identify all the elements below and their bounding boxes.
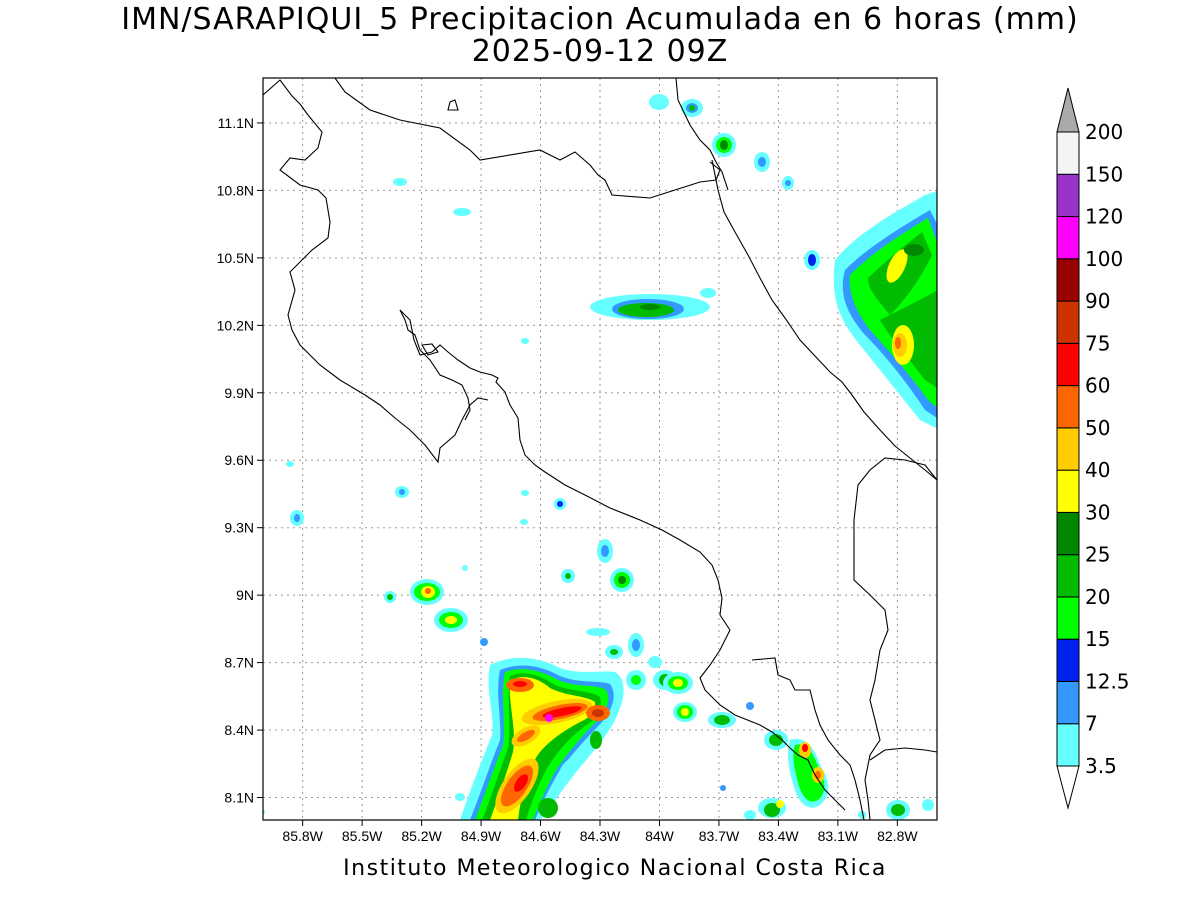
colorbar-segment (1056, 596, 1080, 640)
lon-tick-label: 82.8W (877, 828, 918, 844)
colorbar-level-label: 150 (1085, 162, 1123, 186)
lat-tick-label: 11.1N (218, 115, 254, 131)
colorbar-segment (1056, 342, 1080, 387)
colorbar-level-label: 90 (1085, 289, 1110, 313)
colorbar-min-arrow (1056, 765, 1080, 810)
colorbar-level-label: 40 (1085, 458, 1110, 482)
lon-tick-label: 83.7W (699, 828, 740, 844)
colorbar-level-label: 60 (1085, 374, 1110, 398)
colorbar-level-label: 50 (1085, 416, 1110, 440)
colorbar-level-label: 25 (1085, 543, 1110, 567)
lon-tick-label: 85.8W (282, 828, 323, 844)
colorbar-segment (1056, 258, 1080, 302)
lon-tick-label: 83.1W (818, 828, 859, 844)
lat-tick-label: 10.5N (217, 250, 254, 266)
colorbar-level-label: 75 (1085, 331, 1110, 355)
colorbar-segment (1056, 385, 1080, 429)
precipitation-field (263, 94, 937, 820)
colorbar-segment (1056, 511, 1080, 556)
coastline-east (853, 457, 937, 820)
colorbar-segment (1056, 469, 1080, 513)
colorbar-level-label: 3.5 (1085, 754, 1117, 778)
lat-tick-label: 8.1N (224, 790, 254, 806)
lat-tick-label: 8.7N (224, 655, 254, 671)
lat-tick-label: 10.8N (217, 182, 254, 198)
colorbar-level-label: 7 (1085, 712, 1098, 736)
border-panama (751, 657, 865, 820)
san-juan-river (675, 78, 729, 191)
colorbar-level-label: 100 (1085, 247, 1123, 271)
lon-tick-label: 83.4W (758, 828, 799, 844)
colorbar-segment (1056, 638, 1080, 682)
lat-tick-label: 10.2N (217, 317, 254, 333)
lat-tick-label: 9.6N (224, 452, 254, 468)
precip-cell-north-1 (393, 94, 794, 216)
colorbar-segment (1056, 554, 1080, 598)
coastline-nicoya (399, 309, 471, 421)
colorbar-level-label: 120 (1085, 205, 1123, 229)
coastlines-and-borders (263, 78, 937, 820)
colorbar-segment (1056, 216, 1080, 260)
precip-cell-south (455, 657, 754, 820)
colorbar-segment (1056, 723, 1080, 767)
lat-tick-label: 9.3N (224, 520, 254, 536)
precip-cell-caribbean (804, 191, 937, 429)
lon-tick-label: 85.2W (401, 828, 442, 844)
island-north (447, 99, 459, 111)
colorbar-level-label: 30 (1085, 500, 1110, 524)
colorbar-level-label: 200 (1085, 120, 1123, 144)
colorbar-segment (1056, 173, 1080, 218)
colorbar-segment (1056, 131, 1080, 175)
colorbar: 3.5 7 12.5 15 20 25 30 40 50 60 75 90 100 120 150 200 (1056, 87, 1130, 810)
colorbar-segment (1056, 427, 1080, 471)
colorbar-level-label: 20 (1085, 585, 1110, 609)
map-datetime: 2025-09-12 09Z (471, 34, 729, 69)
lon-tick-label: 84.9W (461, 828, 502, 844)
lon-tick-label: 84.3W (580, 828, 621, 844)
precip-cells-scattered (263, 461, 726, 816)
colorbar-level-label: 15 (1085, 627, 1110, 651)
colorbar-level-label: 12.5 (1085, 669, 1130, 693)
lon-tick-label: 85.5W (342, 828, 383, 844)
footer-credit: Instituto Meteorologico Nacional Costa R… (343, 856, 887, 881)
colorbar-segment (1056, 300, 1080, 344)
lon-tick-label: 84W (645, 828, 675, 844)
coastline-osa (781, 739, 846, 811)
coastline-southeast (869, 747, 937, 761)
coastline-caribbean (711, 159, 937, 481)
map-title: IMN/SARAPIQUI_5 Precipitacion Acumulada … (121, 2, 1079, 37)
lat-tick-label: 9.9N (224, 385, 254, 401)
colorbar-max-arrow (1056, 87, 1080, 133)
colorbar-segment (1056, 680, 1080, 725)
lat-tick-label: 8.4N (224, 722, 254, 738)
lat-tick-label: 9N (236, 587, 254, 603)
map-axes: 11.1N 10.8N 10.5N 10.2N 9.9N 9.6N 9.3N 9N 8.7N 8.… (217, 115, 919, 844)
lon-tick-label: 84.6W (520, 828, 561, 844)
coastline-nicaragua (263, 79, 489, 464)
coastline-pacific (399, 309, 783, 741)
precip-cell-central (521, 288, 716, 344)
island-nicoya (421, 343, 439, 356)
precip-cell-southeast (744, 730, 934, 820)
lake-nicaragua (334, 78, 721, 199)
